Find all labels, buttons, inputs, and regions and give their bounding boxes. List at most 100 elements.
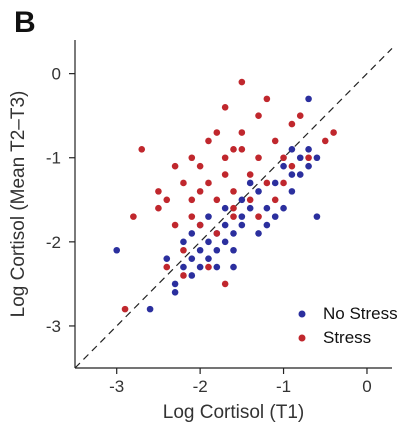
stress-point: [288, 120, 296, 128]
no-stress-point: [305, 146, 312, 153]
stress-point: [138, 146, 146, 153]
stress-point: [230, 204, 237, 212]
no-stress-point: [305, 95, 312, 103]
stress-point: [155, 188, 162, 195]
stress-point: [263, 95, 271, 103]
no-stress-point: [313, 154, 321, 162]
stress-point: [205, 263, 212, 271]
no-stress-point: [221, 204, 229, 212]
no-stress-point: [230, 263, 237, 271]
stress-point: [246, 171, 254, 178]
no-stress-point: [246, 204, 254, 212]
stress-point: [221, 171, 229, 178]
stress-point: [221, 103, 229, 111]
stress-point: [255, 112, 262, 119]
no-stress-point: [296, 154, 304, 162]
no-stress-point: [188, 272, 196, 279]
identity-line: [74, 47, 393, 369]
legend-label: Stress: [323, 328, 371, 347]
stress-point: [246, 196, 254, 204]
no-stress-point: [288, 171, 296, 178]
no-stress-point: [113, 246, 121, 254]
no-stress-point: [221, 238, 229, 246]
no-stress-point: [255, 188, 262, 195]
no-stress-point: [163, 255, 171, 262]
no-stress-point: [313, 213, 321, 220]
stress-point: [171, 162, 179, 170]
no-stress-point: [230, 230, 237, 237]
no-stress-point: [171, 280, 179, 288]
no-stress-point: [238, 221, 246, 229]
no-stress-point: [296, 171, 304, 178]
stress-point: [230, 146, 237, 153]
stress-point: [213, 230, 221, 237]
no-stress-point: [205, 238, 212, 246]
stress-point: [188, 154, 196, 162]
stress-point: [238, 78, 246, 86]
legend: No Stress Stress: [298, 304, 398, 347]
no-stress-point: [213, 246, 221, 254]
legend-marker: [298, 334, 306, 342]
stress-point: [188, 196, 196, 204]
no-stress-point: [196, 246, 204, 254]
no-stress-point: [238, 213, 246, 220]
x-tick-label: 0: [362, 377, 371, 396]
no-stress-point: [263, 204, 271, 212]
stress-point: [163, 196, 171, 204]
no-stress-point: [188, 255, 196, 262]
stress-point: [180, 272, 187, 279]
y-tick-label: -1: [46, 149, 61, 168]
axes: -3 -2 -1 0 0 -1 -2 -3: [46, 40, 392, 396]
stress-point: [130, 213, 137, 220]
stress-point: [321, 137, 329, 145]
stress-point: [180, 246, 187, 254]
stress-point: [271, 137, 279, 145]
stress-point: [230, 213, 237, 220]
no-stress-point: [280, 162, 287, 170]
no-stress-point: [196, 263, 204, 271]
no-stress-point: [146, 305, 154, 313]
stress-point: [305, 154, 312, 162]
stress-point: [205, 179, 212, 187]
y-tick-label: 0: [52, 65, 61, 84]
stress-point: [221, 154, 229, 162]
stress-point: [330, 129, 337, 136]
y-axis-label: Log Cortisol (Mean T2–T3): [8, 91, 29, 318]
stress-point: [205, 137, 212, 145]
no-stress-point: [171, 289, 179, 296]
no-stress-point: [205, 255, 212, 262]
x-axis-label: Log Cortisol (T1): [163, 402, 305, 423]
no-stress-point: [238, 196, 246, 204]
stress-point: [213, 129, 221, 136]
no-stress-point: [221, 221, 229, 229]
no-stress-point: [271, 179, 279, 187]
stress-point: [188, 213, 196, 220]
no-stress-point: [255, 230, 262, 237]
no-stress-point: [246, 179, 254, 187]
stress-point: [171, 221, 179, 229]
stress-point: [238, 146, 246, 153]
y-tick-label: -3: [46, 317, 61, 336]
no-stress-point: [180, 263, 187, 271]
identity-line-group: [74, 47, 393, 369]
no-stress-point: [213, 263, 221, 271]
stress-point: [121, 305, 129, 313]
no-stress-point: [288, 146, 296, 153]
stress-point: [238, 129, 246, 136]
stress-point: [280, 179, 287, 187]
no-stress-point: [263, 221, 271, 229]
stress-point: [180, 179, 187, 187]
panel-letter: B: [14, 6, 36, 39]
no-stress-point: [188, 230, 196, 237]
stress-point: [288, 162, 296, 170]
no-stress-point: [305, 162, 312, 170]
no-stress-point: [180, 238, 187, 246]
stress-point: [196, 162, 204, 170]
no-stress-point: [280, 204, 287, 212]
no-stress-point: [205, 213, 212, 220]
x-tick-label: -1: [276, 377, 291, 396]
stress-point: [263, 179, 271, 187]
x-tick-label: -2: [193, 377, 208, 396]
legend-label: No Stress: [323, 304, 398, 323]
